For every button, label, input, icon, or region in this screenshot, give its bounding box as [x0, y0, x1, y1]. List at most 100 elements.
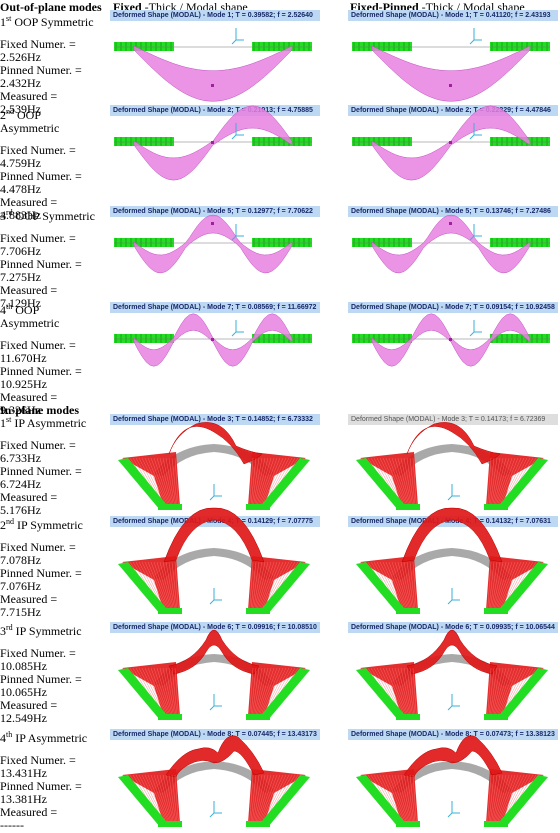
mode-2-fixed-header: Deformed Shape (MODAL) - Mode 2; T = 0.2…	[110, 105, 320, 116]
mode-7-fixed-axis-triad	[209, 694, 222, 711]
mode-2-pinned-modal-shape	[352, 105, 550, 181]
mode-4-pinned-left-support	[352, 334, 412, 343]
mode-7-fixed-deformed-arch	[168, 629, 260, 675]
mode-3-ordinal-suffix: rd	[6, 208, 13, 217]
mode-1-fixed-value: 2.526Hz	[0, 50, 41, 64]
mode-8-fixed-deformed-arch	[165, 735, 265, 778]
mode-8-label-block: 4th IP Asymmetric Fixed Numer. = 13.431Hz P…	[0, 728, 98, 832]
mode-1-pinned-label: Pinned Numer. =	[0, 63, 82, 77]
mode-3-measured-value: 7.129Hz	[0, 296, 41, 310]
mode-2-fixed-label: Fixed Numer. =	[0, 143, 76, 157]
mode-5-label-block: 1st IP Asymmetric Fixed Numer. = 6.733Hz Pi…	[0, 413, 98, 517]
mode-2-ordinal-suffix: nd	[6, 107, 14, 116]
mode-6-pinned-undeformed-arch	[392, 548, 512, 580]
mode-4-fixed-axis-triad	[231, 320, 244, 337]
mode-8-pinned-header: Deformed Shape (MODAL) - Mode 8; T = 0.0…	[348, 729, 558, 740]
mode-6-fixed-label: Fixed Numer. =	[0, 540, 76, 554]
mode-7-title: 3rd IP Symmetric	[0, 621, 98, 638]
mode-6-pinned-value: 7.076Hz	[0, 579, 41, 593]
mode-8-fixed-undeformed-arch	[154, 761, 274, 793]
mode-8-pinned-value: 13.381Hz	[0, 792, 47, 806]
mode-4-pinned-right-support	[490, 334, 550, 343]
mode-1-fixed-header: Deformed Shape (MODAL) - Mode 1; T = 0.3…	[110, 10, 320, 21]
mode-3-title: 3rd OOP Symmetric	[0, 206, 98, 223]
mode-4-measured-value: 9.326Hz	[0, 403, 41, 417]
mode-5-measured-value: 5.176Hz	[0, 503, 41, 517]
mode-5-pinned-header: Deformed Shape (MODAL) - Mode 3; T = 0.1…	[348, 414, 558, 425]
mode-1-fixed-modal-shape	[114, 28, 312, 102]
mode-6-pinned-modal-shape	[356, 507, 548, 614]
mode-3-measured-label: Measured =	[0, 283, 58, 297]
mode-8-fixed-value: 13.431Hz	[0, 766, 47, 780]
mode-5-pinned-label: Pinned Numer. =	[0, 464, 82, 478]
mode-5-title: 1st IP Asymmetric	[0, 413, 98, 430]
mode-4-ordinal: 4	[0, 303, 6, 317]
mode-5-fixed-label: Fixed Numer. =	[0, 438, 76, 452]
mode-3-pinned-label: Pinned Numer. =	[0, 257, 82, 271]
mode-5-fixed-right-footing	[262, 458, 310, 510]
mode-4-pinned-value: 10.925Hz	[0, 377, 47, 391]
mode-8-pinned-left-footing	[356, 775, 404, 827]
mode-8-pinned-label: Pinned Numer. =	[0, 779, 82, 793]
mode-5-ordinal: 1	[0, 416, 6, 430]
mode-5-fixed-modal-shape	[118, 422, 310, 510]
mode-8-pinned-axis-triad	[447, 801, 460, 818]
mode-2-measured-value: 4.883Hz	[0, 208, 41, 222]
mode-4-fixed-left-support	[114, 334, 174, 343]
mode-1-pinned-axis-triad	[469, 28, 482, 45]
mode-7-label-block: 3rd IP Symmetric Fixed Numer. = 10.085Hz Pi…	[0, 621, 98, 725]
mode-7-name: IP Symmetric	[12, 624, 82, 638]
mode-8-name: IP Asymmetric	[12, 731, 88, 745]
mode-6-fixed-modal-shape	[118, 507, 310, 614]
mode-1-pinned-left-support	[352, 42, 412, 51]
mode-3-fixed-label: Fixed Numer. =	[0, 231, 76, 245]
mode-8-measured-value: ------	[0, 818, 24, 832]
mode-7-measured-value: 12.549Hz	[0, 711, 47, 725]
mode-3-pinned-value: 7.275Hz	[0, 270, 41, 284]
mode-7-ordinal-suffix: rd	[6, 623, 13, 632]
mode-2-fixed-right-support	[252, 137, 312, 146]
mode-7-pinned-axis-triad	[447, 694, 460, 711]
mode-8-ordinal-suffix: th	[6, 730, 13, 739]
mode-6-pinned-left-footing	[356, 562, 404, 614]
mode-5-measured-label: Measured =	[0, 490, 58, 504]
mode-4-fixed-right-support	[252, 334, 312, 343]
mode-2-pinned-right-support	[490, 137, 550, 146]
mode-6-name: IP Symmetric	[14, 518, 83, 532]
mode-6-fixed-undeformed-arch	[154, 548, 274, 580]
mode-8-pinned-right-footing	[500, 775, 548, 827]
mode-5-pinned-right-footing	[500, 458, 548, 510]
mode-8-pinned-deformed-arch	[403, 735, 503, 778]
mode-3-fixed-deformed-arch	[133, 214, 293, 274]
mode-1-name: OOP Symmetric	[11, 15, 94, 29]
mode-2-pinned-left-support	[352, 137, 412, 146]
mode-4-fixed-label: Fixed Numer. =	[0, 338, 76, 352]
mode-6-label-block: 2nd IP Symmetric Fixed Numer. = 7.078Hz Pin…	[0, 515, 98, 619]
mode-3-fixed-header: Deformed Shape (MODAL) - Mode 5; T = 0.1…	[110, 206, 320, 217]
mode-8-measured-label: Measured =	[0, 805, 58, 819]
mode-2-pinned-header: Deformed Shape (MODAL) - Mode 2; T = 0.2…	[348, 105, 558, 116]
mode-2-fixed-axis-triad	[231, 123, 244, 140]
mode-6-fixed-left-footing	[118, 562, 166, 614]
mode-3-pinned-header: Deformed Shape (MODAL) - Mode 5; T = 0.1…	[348, 206, 558, 217]
mode-3-fixed-right-support	[252, 238, 312, 247]
mode-6-pinned-deformed-arch	[401, 507, 503, 563]
mode-4-pinned-header: Deformed Shape (MODAL) - Mode 7; T = 0.0…	[348, 302, 558, 313]
mode-2-pinned-label: Pinned Numer. =	[0, 169, 82, 183]
mode-8-fixed-modal-shape	[118, 735, 310, 827]
mode-3-pinned-deformed-arch	[371, 214, 531, 274]
mode-6-title: 2nd IP Symmetric	[0, 515, 98, 532]
mode-4-measured-label: Measured =	[0, 390, 58, 404]
mode-4-pinned-modal-shape	[352, 313, 550, 367]
mode-3-pinned-left-support	[352, 238, 412, 247]
mode-8-pinned-modal-shape	[356, 735, 548, 827]
mode-2-fixed-value: 4.759Hz	[0, 156, 41, 170]
mode-8-title: 4th IP Asymmetric	[0, 728, 98, 745]
mode-6-pinned-label: Pinned Numer. =	[0, 566, 82, 580]
mode-4-pinned-label: Pinned Numer. =	[0, 364, 82, 378]
mode-4-pinned-axis-triad	[469, 320, 482, 337]
mode-1-fixed-left-support	[114, 42, 174, 51]
mode-6-ordinal: 2	[0, 518, 6, 532]
mode-7-ordinal: 3	[0, 624, 6, 638]
mode-1-ordinal-suffix: st	[6, 14, 12, 23]
